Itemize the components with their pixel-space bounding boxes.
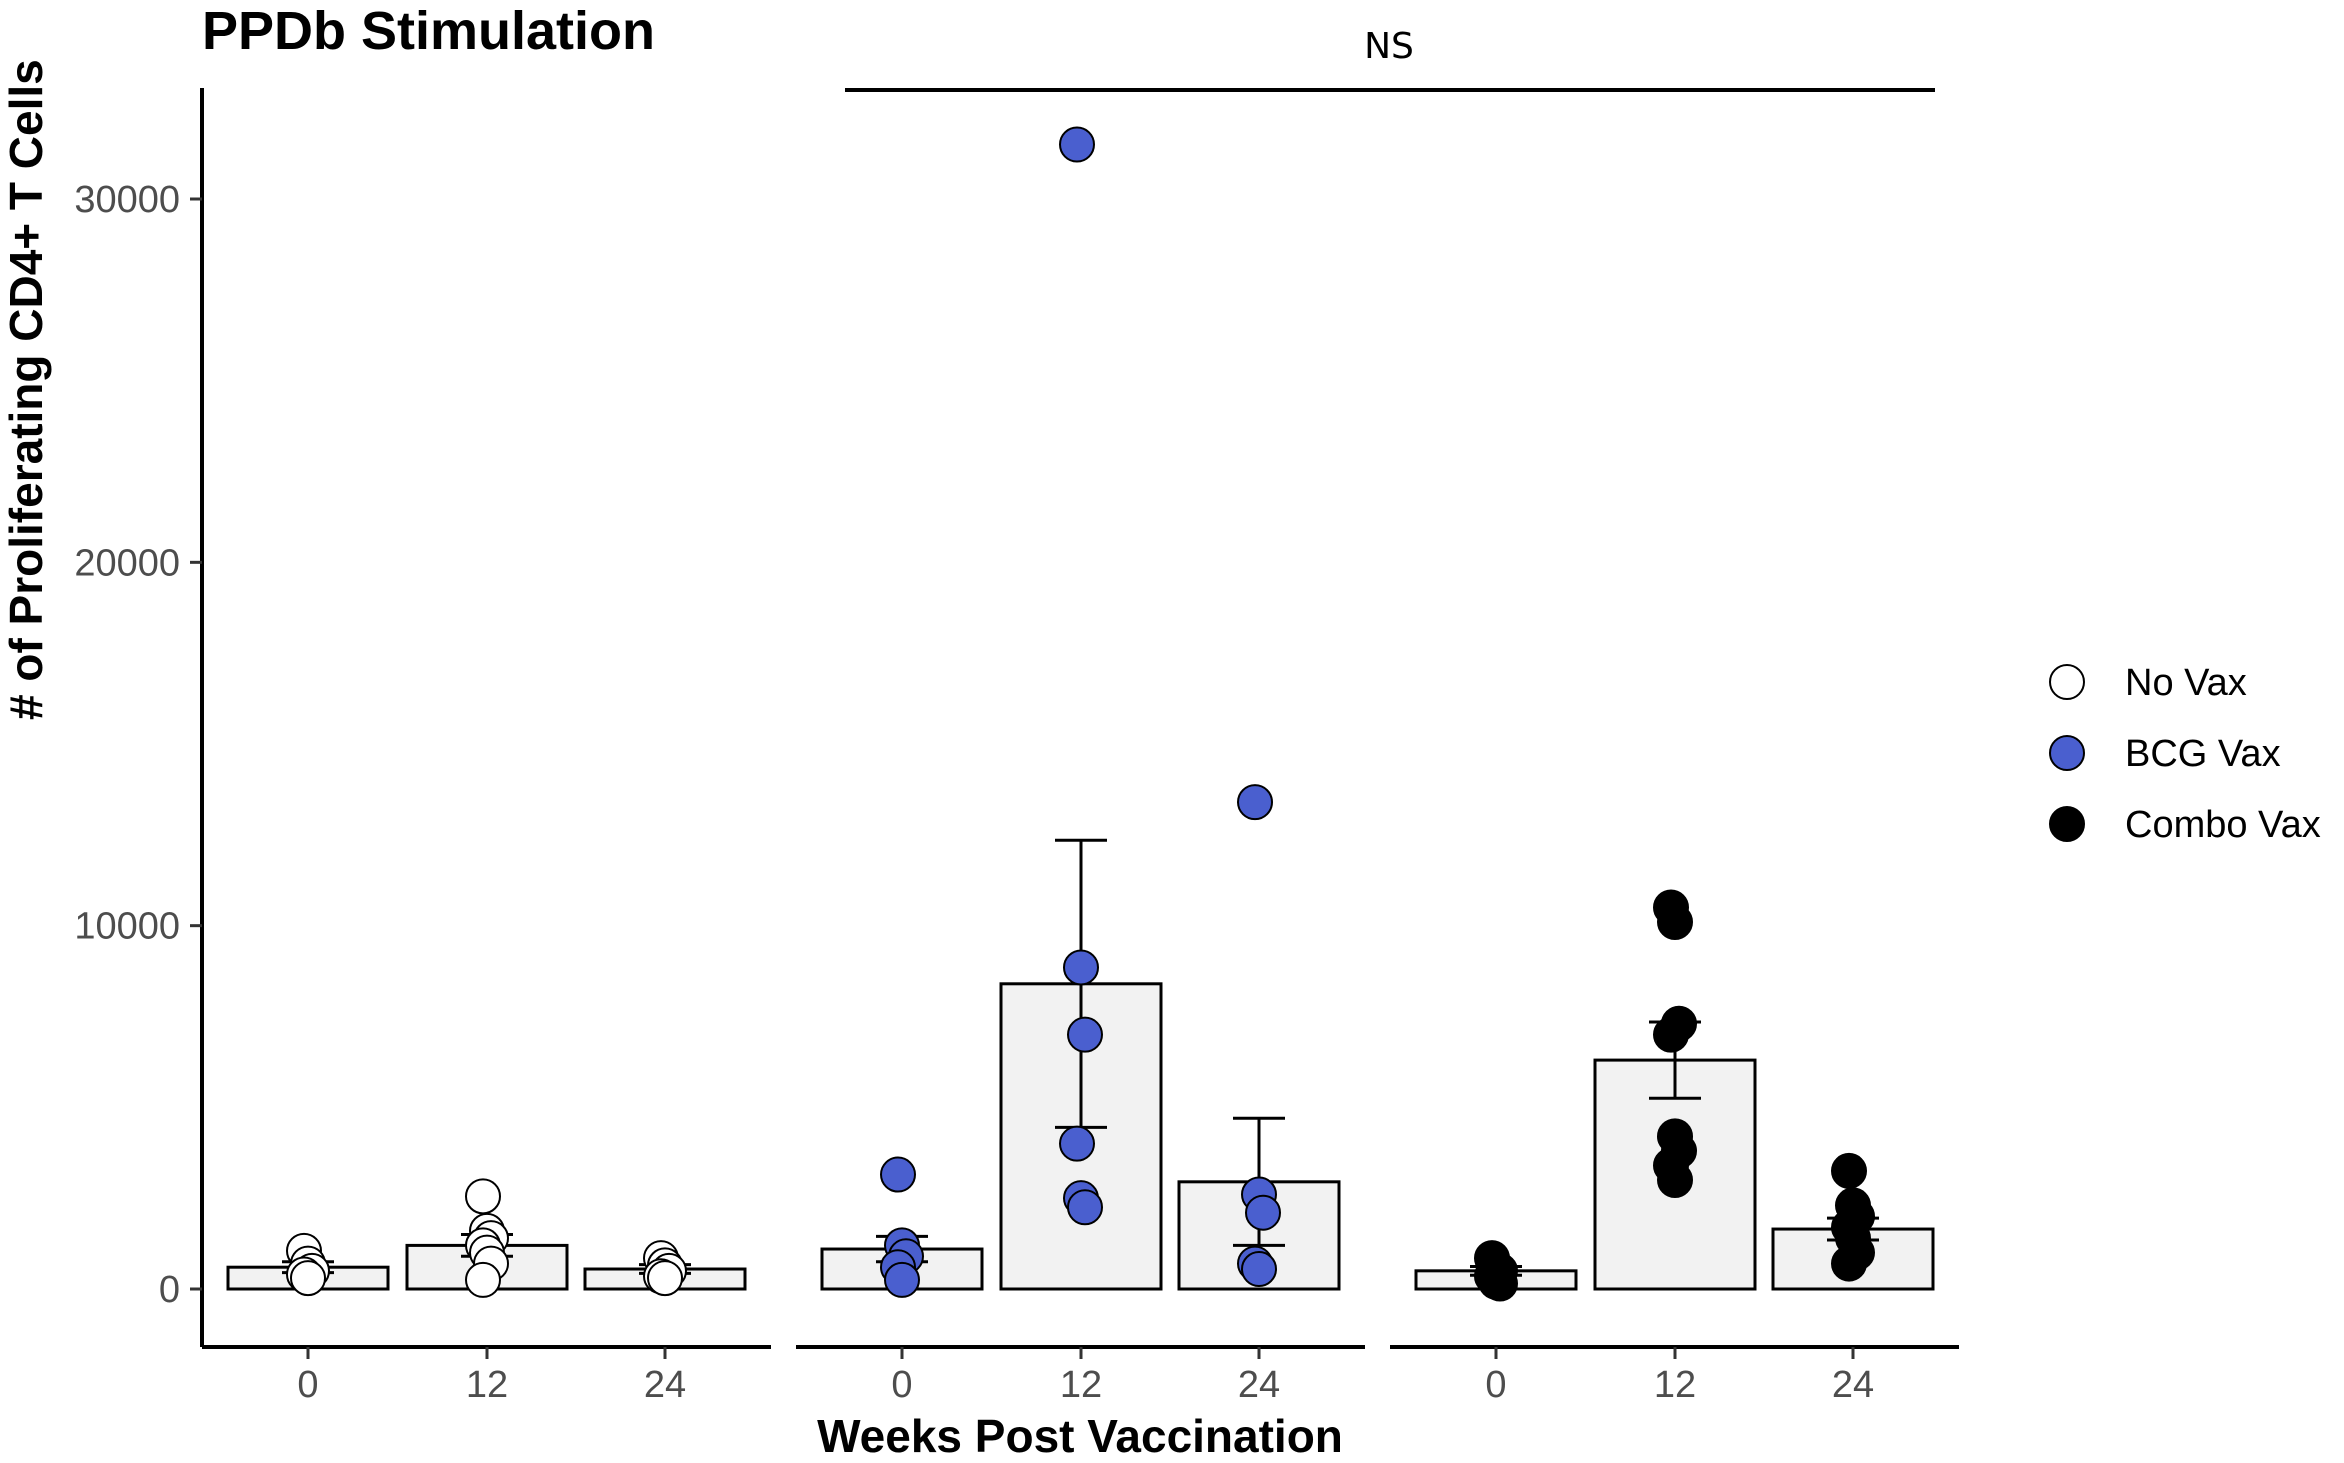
legend-marker xyxy=(2049,806,2085,842)
significance-label: NS xyxy=(1364,26,1414,67)
x-tick-label: 24 xyxy=(1832,1364,1874,1406)
data-point xyxy=(1059,1125,1095,1162)
data-point xyxy=(1482,1265,1518,1302)
data-point xyxy=(1657,904,1693,941)
x-tick-label: 24 xyxy=(1238,1364,1280,1406)
data-point xyxy=(1653,1016,1689,1053)
data-point xyxy=(880,1156,916,1193)
x-axis-title: Weeks Post Vaccination xyxy=(817,1410,1343,1462)
data-point xyxy=(290,1260,326,1297)
x-tick-label: 12 xyxy=(1060,1364,1102,1406)
y-tick-label: 30000 xyxy=(74,179,180,221)
data-point xyxy=(1241,1251,1277,1288)
legend-label: BCG Vax xyxy=(2125,733,2281,775)
legend-label: Combo Vax xyxy=(2125,804,2321,846)
x-tick-label: 0 xyxy=(1485,1364,1506,1406)
data-point xyxy=(465,1178,501,1215)
legend-marker xyxy=(2049,664,2085,700)
x-tick-label: 24 xyxy=(644,1364,686,1406)
legend: No Vax BCG Vax Combo Vax xyxy=(2049,662,2321,846)
data-point xyxy=(1245,1194,1281,1231)
chart-title: PPDb Stimulation xyxy=(202,1,655,61)
y-axis-title: # of Proliferating CD4+ T Cells xyxy=(0,59,52,720)
data-point xyxy=(647,1260,683,1297)
data-point xyxy=(1237,784,1273,821)
x-tick-label: 12 xyxy=(1654,1364,1696,1406)
data-point xyxy=(1063,949,1099,986)
x-tick-label: 0 xyxy=(891,1364,912,1406)
data-point xyxy=(1831,1152,1867,1189)
data-point xyxy=(1657,1162,1693,1198)
plot-area: 0 10000 20000 30000 0 12 24 0 12 24 0 12 24 NS xyxy=(74,26,1959,1406)
legend-label: No Vax xyxy=(2125,662,2247,704)
legend-marker xyxy=(2049,735,2085,771)
data-point xyxy=(1067,1189,1103,1226)
y-tick-label: 0 xyxy=(159,1269,180,1311)
data-point xyxy=(884,1261,920,1298)
x-tick-label: 0 xyxy=(297,1364,318,1406)
y-tick-label: 20000 xyxy=(74,542,180,584)
x-tick-label: 12 xyxy=(466,1364,508,1406)
y-tick-label: 10000 xyxy=(74,906,180,948)
data-point xyxy=(1831,1245,1867,1282)
data-point xyxy=(1067,1016,1103,1053)
data-point xyxy=(465,1261,501,1298)
data-point xyxy=(1059,126,1095,163)
